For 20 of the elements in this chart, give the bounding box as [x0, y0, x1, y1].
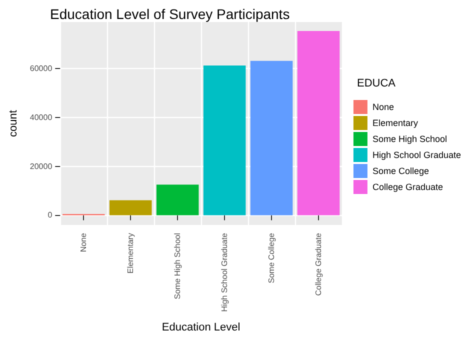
- y-tick-label: 20000: [30, 162, 53, 171]
- legend-label: Some College: [372, 166, 429, 176]
- legend-label: Elementary: [372, 118, 418, 128]
- x-tick-label: College Graduate: [314, 232, 324, 296]
- y-axis-title: count: [8, 110, 20, 137]
- x-axis-title: Education Level: [162, 322, 240, 334]
- y-tick-label: 0: [48, 210, 53, 220]
- x-tick-label: High School Graduate: [220, 232, 230, 312]
- legend-label: High School Graduate: [372, 150, 462, 160]
- legend-label: Some High School: [372, 134, 447, 144]
- chart-title: Education Level of Survey Participants: [50, 6, 290, 22]
- x-tick-label: Elementary: [126, 233, 136, 274]
- legend-title: EDUCA: [357, 78, 396, 90]
- legend-label: None: [372, 102, 394, 112]
- legend-label: College Graduate: [372, 182, 443, 192]
- x-tick-label: Some College: [267, 232, 276, 284]
- y-tick-label: 60000: [30, 64, 53, 73]
- x-tick-label: None: [79, 232, 88, 252]
- x-tick-label: Some High School: [173, 232, 182, 300]
- y-tick-label: 40000: [30, 112, 53, 122]
